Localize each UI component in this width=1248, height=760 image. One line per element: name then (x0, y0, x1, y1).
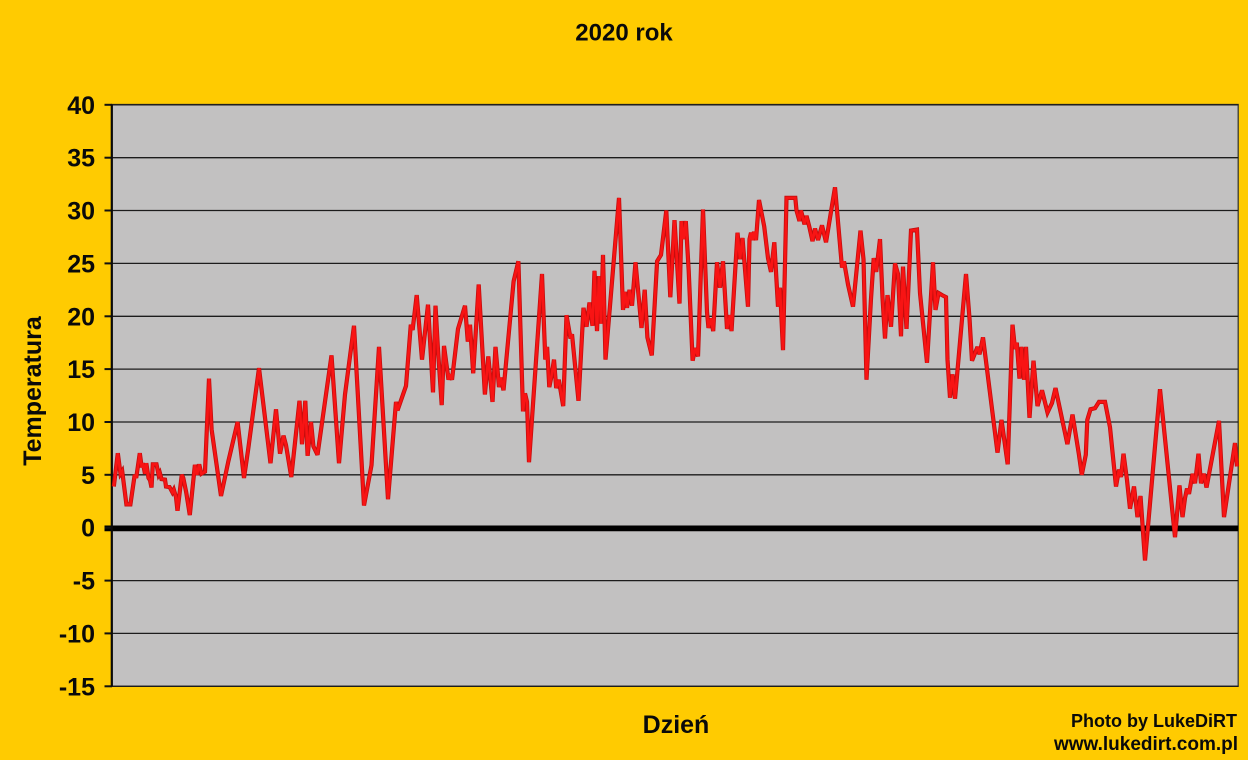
svg-text:-5: -5 (73, 568, 95, 596)
svg-text:10: 10 (67, 409, 95, 437)
svg-text:-10: -10 (59, 620, 95, 648)
svg-text:0: 0 (81, 515, 95, 543)
svg-text:www.lukedirt.com.pl: www.lukedirt.com.pl (1053, 734, 1238, 755)
svg-text:35: 35 (67, 145, 95, 173)
svg-text:2020 rok: 2020 rok (575, 20, 673, 47)
svg-text:-15: -15 (59, 673, 95, 701)
svg-text:Photo by LukeDiRT: Photo by LukeDiRT (1071, 711, 1237, 731)
svg-text:Temperatura: Temperatura (19, 315, 47, 466)
svg-text:15: 15 (67, 356, 95, 384)
svg-text:20: 20 (67, 303, 95, 331)
svg-text:40: 40 (67, 92, 95, 120)
svg-text:5: 5 (81, 462, 95, 490)
svg-text:25: 25 (67, 250, 95, 278)
svg-text:Dzień: Dzień (643, 711, 710, 739)
svg-text:30: 30 (67, 198, 95, 226)
